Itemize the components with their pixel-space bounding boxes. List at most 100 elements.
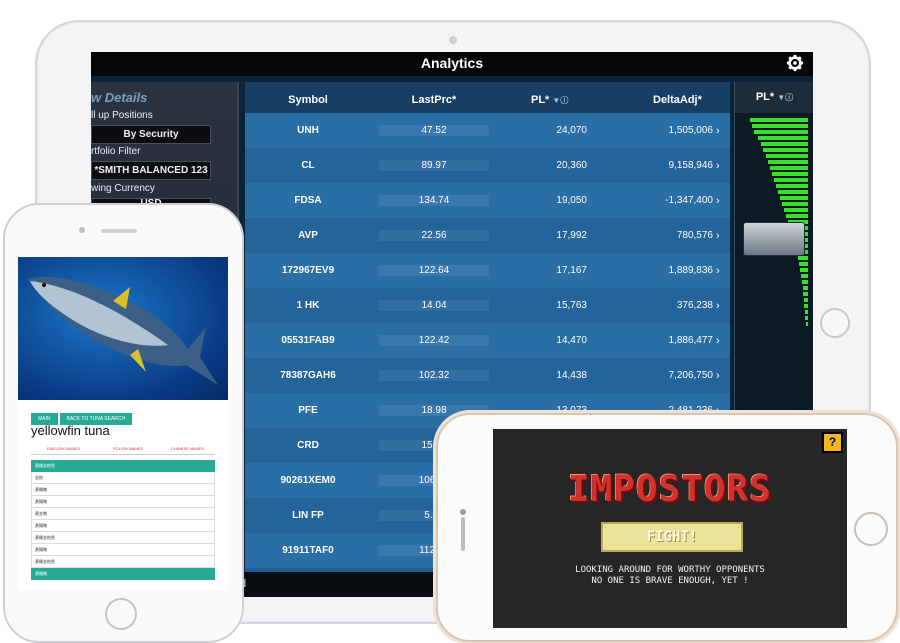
status-message-line1: LOOKING AROUND FOR WORTHY OPPONENTS	[575, 565, 765, 575]
tab-english-names[interactable]: ENGLISH NAMES	[47, 446, 80, 451]
table-row[interactable]: 05531FAB9 122.42 14,470 1,886,477 ›	[245, 323, 730, 358]
pl-bar	[800, 268, 808, 272]
cell-pl: 17,167	[556, 265, 587, 276]
cell-delta: 9,158,946	[668, 160, 714, 171]
column-symbol[interactable]: Symbol	[288, 94, 328, 106]
iphone-speaker	[101, 229, 137, 233]
table-header: Symbol LastPrc* PL* ▼ⓘ DeltaAdj*	[245, 82, 730, 113]
tuna-nav: MAIN BACK TO TUNA SEARCH	[31, 407, 134, 425]
cell-symbol: CL	[301, 160, 315, 171]
pl-bar	[778, 190, 808, 194]
cell-delta: 1,505,006	[668, 125, 714, 136]
cell-symbol: 172967EV9	[281, 265, 335, 276]
cell-last: 102.32	[379, 370, 489, 381]
cell-delta: 376,238	[676, 300, 713, 311]
pl-bar	[768, 160, 808, 164]
cell-pl: 13,073	[556, 405, 587, 416]
pl-bar	[803, 286, 808, 290]
chevron-right-icon: ›	[716, 125, 720, 137]
cell-pl: 14,438	[556, 370, 587, 381]
cell-symbol: 91911TAF0	[282, 545, 334, 556]
list-item: 金枪	[31, 472, 215, 484]
back-to-tuna-search-button[interactable]: BACK TO TUNA SEARCH	[59, 413, 133, 425]
gear-icon[interactable]	[786, 54, 804, 72]
chevron-right-icon: ›	[716, 160, 720, 172]
sort-down-icon: ▼ⓘ	[777, 93, 794, 102]
list-item: 黄鳍鲔	[31, 520, 215, 532]
tuna-photo	[18, 257, 228, 400]
ipad-home-button[interactable]	[820, 308, 850, 338]
column-pl[interactable]: PL* ▼ⓘ	[531, 94, 568, 106]
cell-symbol: UNH	[297, 125, 319, 136]
scroll-thumb[interactable]	[743, 222, 805, 256]
cell-delta: 2,481,236	[668, 405, 714, 416]
iphone-camera	[460, 509, 466, 515]
cell-symbol: FDSA	[294, 195, 322, 206]
cell-last: 112.95	[379, 545, 489, 556]
analytics-title: Analytics	[420, 55, 484, 71]
pl-panel-header[interactable]: PL* ▼ⓘ	[735, 82, 813, 113]
fight-button[interactable]: FIGHT!	[601, 522, 743, 552]
pl-bar	[774, 178, 808, 182]
portfolio-filter-select[interactable]: *SMITH BALANCED 123	[91, 161, 211, 180]
table-row[interactable]: AVP 22.56 17,992 780,576 ›	[245, 218, 730, 253]
cell-last: 47.52	[379, 125, 489, 136]
cell-last: 18.98	[379, 405, 489, 416]
fish-name-heading: yellowfin tuna	[31, 423, 110, 438]
cell-last: 14.04	[379, 300, 489, 311]
main-button[interactable]: MAIN	[31, 413, 58, 425]
table-row[interactable]: 172967EV9 122.64 17,167 1,889,836 ›	[245, 253, 730, 288]
list-item: 黄金鲔	[31, 508, 215, 520]
cell-delta: 1,889,836	[668, 265, 714, 276]
cell-symbol: AVP	[298, 230, 318, 241]
pl-bar	[758, 136, 808, 140]
cell-last: 106.29	[379, 475, 489, 486]
pl-bar	[798, 256, 808, 260]
column-pl-label: PL*	[531, 94, 550, 106]
cell-symbol: 78387GAH6	[280, 370, 336, 381]
sort-down-icon: ▼ⓘ	[552, 96, 569, 105]
cell-symbol: 05531FAB9	[281, 335, 335, 346]
table-row[interactable]: 1 HK 14.04 15,763 376,238 ›	[245, 288, 730, 323]
cell-last: 15.00	[379, 440, 489, 451]
pl-bar	[804, 298, 808, 302]
chevron-right-icon: ›	[716, 370, 720, 382]
cell-last: 22.56	[379, 230, 489, 241]
pl-bar	[780, 196, 808, 200]
by-security-button[interactable]: By Security	[91, 125, 211, 144]
name-tabs: ENGLISH NAMES POLISH NAMES CHINESE NAMES	[31, 446, 215, 455]
cell-pl: 14,470	[556, 335, 587, 346]
cell-symbol: 90261XEM0	[280, 475, 336, 486]
tab-polish-names[interactable]: POLISH NAMES	[113, 446, 144, 451]
pl-bar	[801, 274, 808, 278]
cell-symbol: 1 HK	[296, 300, 320, 311]
chevron-right-icon: ›	[716, 265, 720, 277]
pl-bar	[805, 316, 808, 320]
pl-bar	[805, 310, 808, 314]
chevron-right-icon: ›	[716, 405, 720, 417]
pl-bar	[804, 304, 808, 308]
cell-pl: 24,070	[556, 125, 587, 136]
column-lastprc[interactable]: LastPrc*	[411, 94, 457, 106]
cell-last: 122.64	[379, 265, 489, 276]
iphone-home-button[interactable]	[105, 598, 137, 630]
cell-pl: 17,992	[556, 230, 587, 241]
view-details-heading: w Details	[91, 90, 148, 105]
table-row[interactable]: CL 89.97 20,360 9,158,946 ›	[245, 148, 730, 183]
table-row[interactable]: FDSA 134.74 19,050 -1,347,400 ›	[245, 183, 730, 218]
help-icon[interactable]: ?	[822, 432, 843, 453]
iphone-camera	[79, 227, 85, 233]
cell-delta: 780,576	[676, 230, 713, 241]
column-deltaadj[interactable]: DeltaAdj*	[653, 94, 702, 106]
table-row[interactable]: 78387GAH6 102.32 14,438 7,206,750 ›	[245, 358, 730, 393]
pl-panel-header-label: PL*	[755, 91, 775, 103]
tab-chinese-names[interactable]: CHINESE NAMES	[171, 446, 205, 451]
list-item: 黄鳍鲔	[31, 484, 215, 496]
tuna-app-screen: MAIN BACK TO TUNA SEARCH yellowfin tuna E…	[18, 257, 228, 590]
iphone-home-button[interactable]	[854, 512, 888, 546]
table-row[interactable]: UNH 47.52 24,070 1,505,006 ›	[245, 113, 730, 148]
pl-bar	[770, 166, 808, 170]
pl-bar	[802, 280, 808, 284]
cell-last: 5.33	[379, 510, 489, 521]
chevron-right-icon: ›	[716, 300, 720, 312]
